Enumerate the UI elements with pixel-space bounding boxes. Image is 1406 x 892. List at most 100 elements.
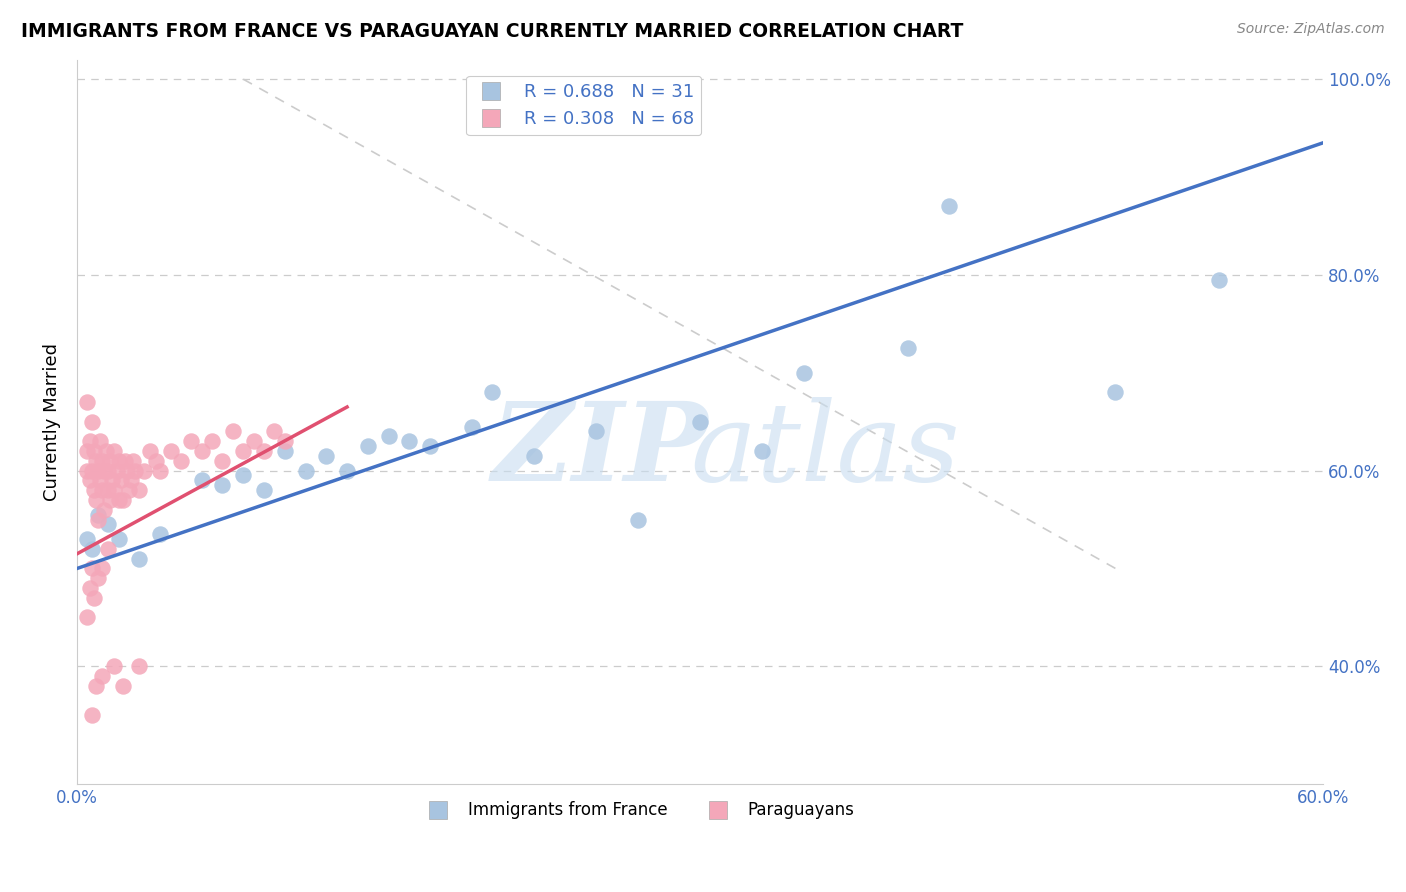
Point: [76, 610, 98, 624]
Point: [145, 454, 167, 468]
Point: [242, 434, 264, 449]
Point: [111, 492, 134, 507]
Point: [232, 468, 254, 483]
Point: [315, 449, 337, 463]
Point: [897, 341, 920, 355]
Point: [1208, 273, 1230, 287]
Point: [132, 464, 155, 478]
Point: [149, 464, 172, 478]
Point: [481, 385, 503, 400]
Point: [120, 474, 142, 488]
Point: [80, 415, 103, 429]
Point: [689, 415, 711, 429]
Point: [80, 541, 103, 556]
Point: [159, 444, 181, 458]
Point: [91, 454, 114, 468]
Point: [79, 474, 101, 488]
Point: [627, 512, 650, 526]
Text: IMMIGRANTS FROM FRANCE VS PARAGUAYAN CURRENTLY MARRIED CORRELATION CHART: IMMIGRANTS FROM FRANCE VS PARAGUAYAN CUR…: [21, 22, 963, 41]
Point: [274, 434, 297, 449]
Point: [91, 483, 114, 498]
Point: [89, 474, 111, 488]
Point: [76, 395, 98, 409]
Point: [253, 483, 276, 498]
Point: [103, 444, 125, 458]
Point: [103, 659, 125, 673]
Point: [523, 449, 546, 463]
Point: [89, 434, 111, 449]
Point: [122, 454, 145, 468]
Point: [263, 425, 285, 439]
Point: [114, 454, 136, 468]
Point: [87, 512, 110, 526]
Point: [84, 679, 107, 693]
Point: [84, 492, 107, 507]
Point: [83, 444, 105, 458]
Point: [170, 454, 193, 468]
Point: [107, 492, 129, 507]
Point: [107, 532, 129, 546]
Text: Source: ZipAtlas.com: Source: ZipAtlas.com: [1237, 22, 1385, 37]
Point: [118, 483, 141, 498]
Point: [222, 425, 245, 439]
Point: [93, 502, 115, 516]
Point: [84, 454, 107, 468]
Point: [201, 434, 224, 449]
Point: [80, 561, 103, 575]
Point: [87, 571, 110, 585]
Point: [96, 444, 118, 458]
Point: [128, 551, 150, 566]
Point: [80, 464, 103, 478]
Text: ZIP: ZIP: [492, 397, 709, 504]
Point: [110, 474, 132, 488]
Point: [80, 708, 103, 723]
Point: [111, 679, 134, 693]
Point: [76, 464, 98, 478]
Point: [76, 444, 98, 458]
Y-axis label: Currently Married: Currently Married: [44, 343, 60, 500]
Point: [585, 425, 607, 439]
Point: [76, 532, 98, 546]
Point: [460, 419, 482, 434]
Point: [107, 454, 129, 468]
Point: [419, 439, 441, 453]
Point: [79, 434, 101, 449]
Point: [91, 561, 114, 575]
Point: [190, 474, 212, 488]
Point: [101, 474, 124, 488]
Point: [398, 434, 420, 449]
Point: [97, 464, 120, 478]
Point: [211, 478, 233, 492]
Point: [294, 464, 316, 478]
Point: [105, 464, 128, 478]
Point: [128, 483, 150, 498]
Point: [180, 434, 202, 449]
Point: [377, 429, 399, 443]
Point: [115, 464, 138, 478]
Point: [97, 483, 120, 498]
Point: [79, 581, 101, 595]
Point: [128, 659, 150, 673]
Point: [83, 483, 105, 498]
Point: [103, 483, 125, 498]
Point: [938, 199, 960, 213]
Point: [211, 454, 233, 468]
Point: [87, 464, 110, 478]
Point: [139, 444, 162, 458]
Point: [87, 508, 110, 522]
Point: [751, 444, 773, 458]
Point: [97, 517, 120, 532]
Point: [357, 439, 380, 453]
Point: [149, 527, 172, 541]
Point: [190, 444, 212, 458]
Text: atlas: atlas: [690, 397, 959, 504]
Point: [93, 464, 115, 478]
Point: [1104, 385, 1126, 400]
Point: [98, 492, 121, 507]
Legend: Immigrants from France, Paraguayans: Immigrants from France, Paraguayans: [415, 795, 860, 826]
Point: [124, 464, 146, 478]
Point: [98, 454, 121, 468]
Point: [274, 444, 297, 458]
Point: [91, 669, 114, 683]
Point: [97, 541, 120, 556]
